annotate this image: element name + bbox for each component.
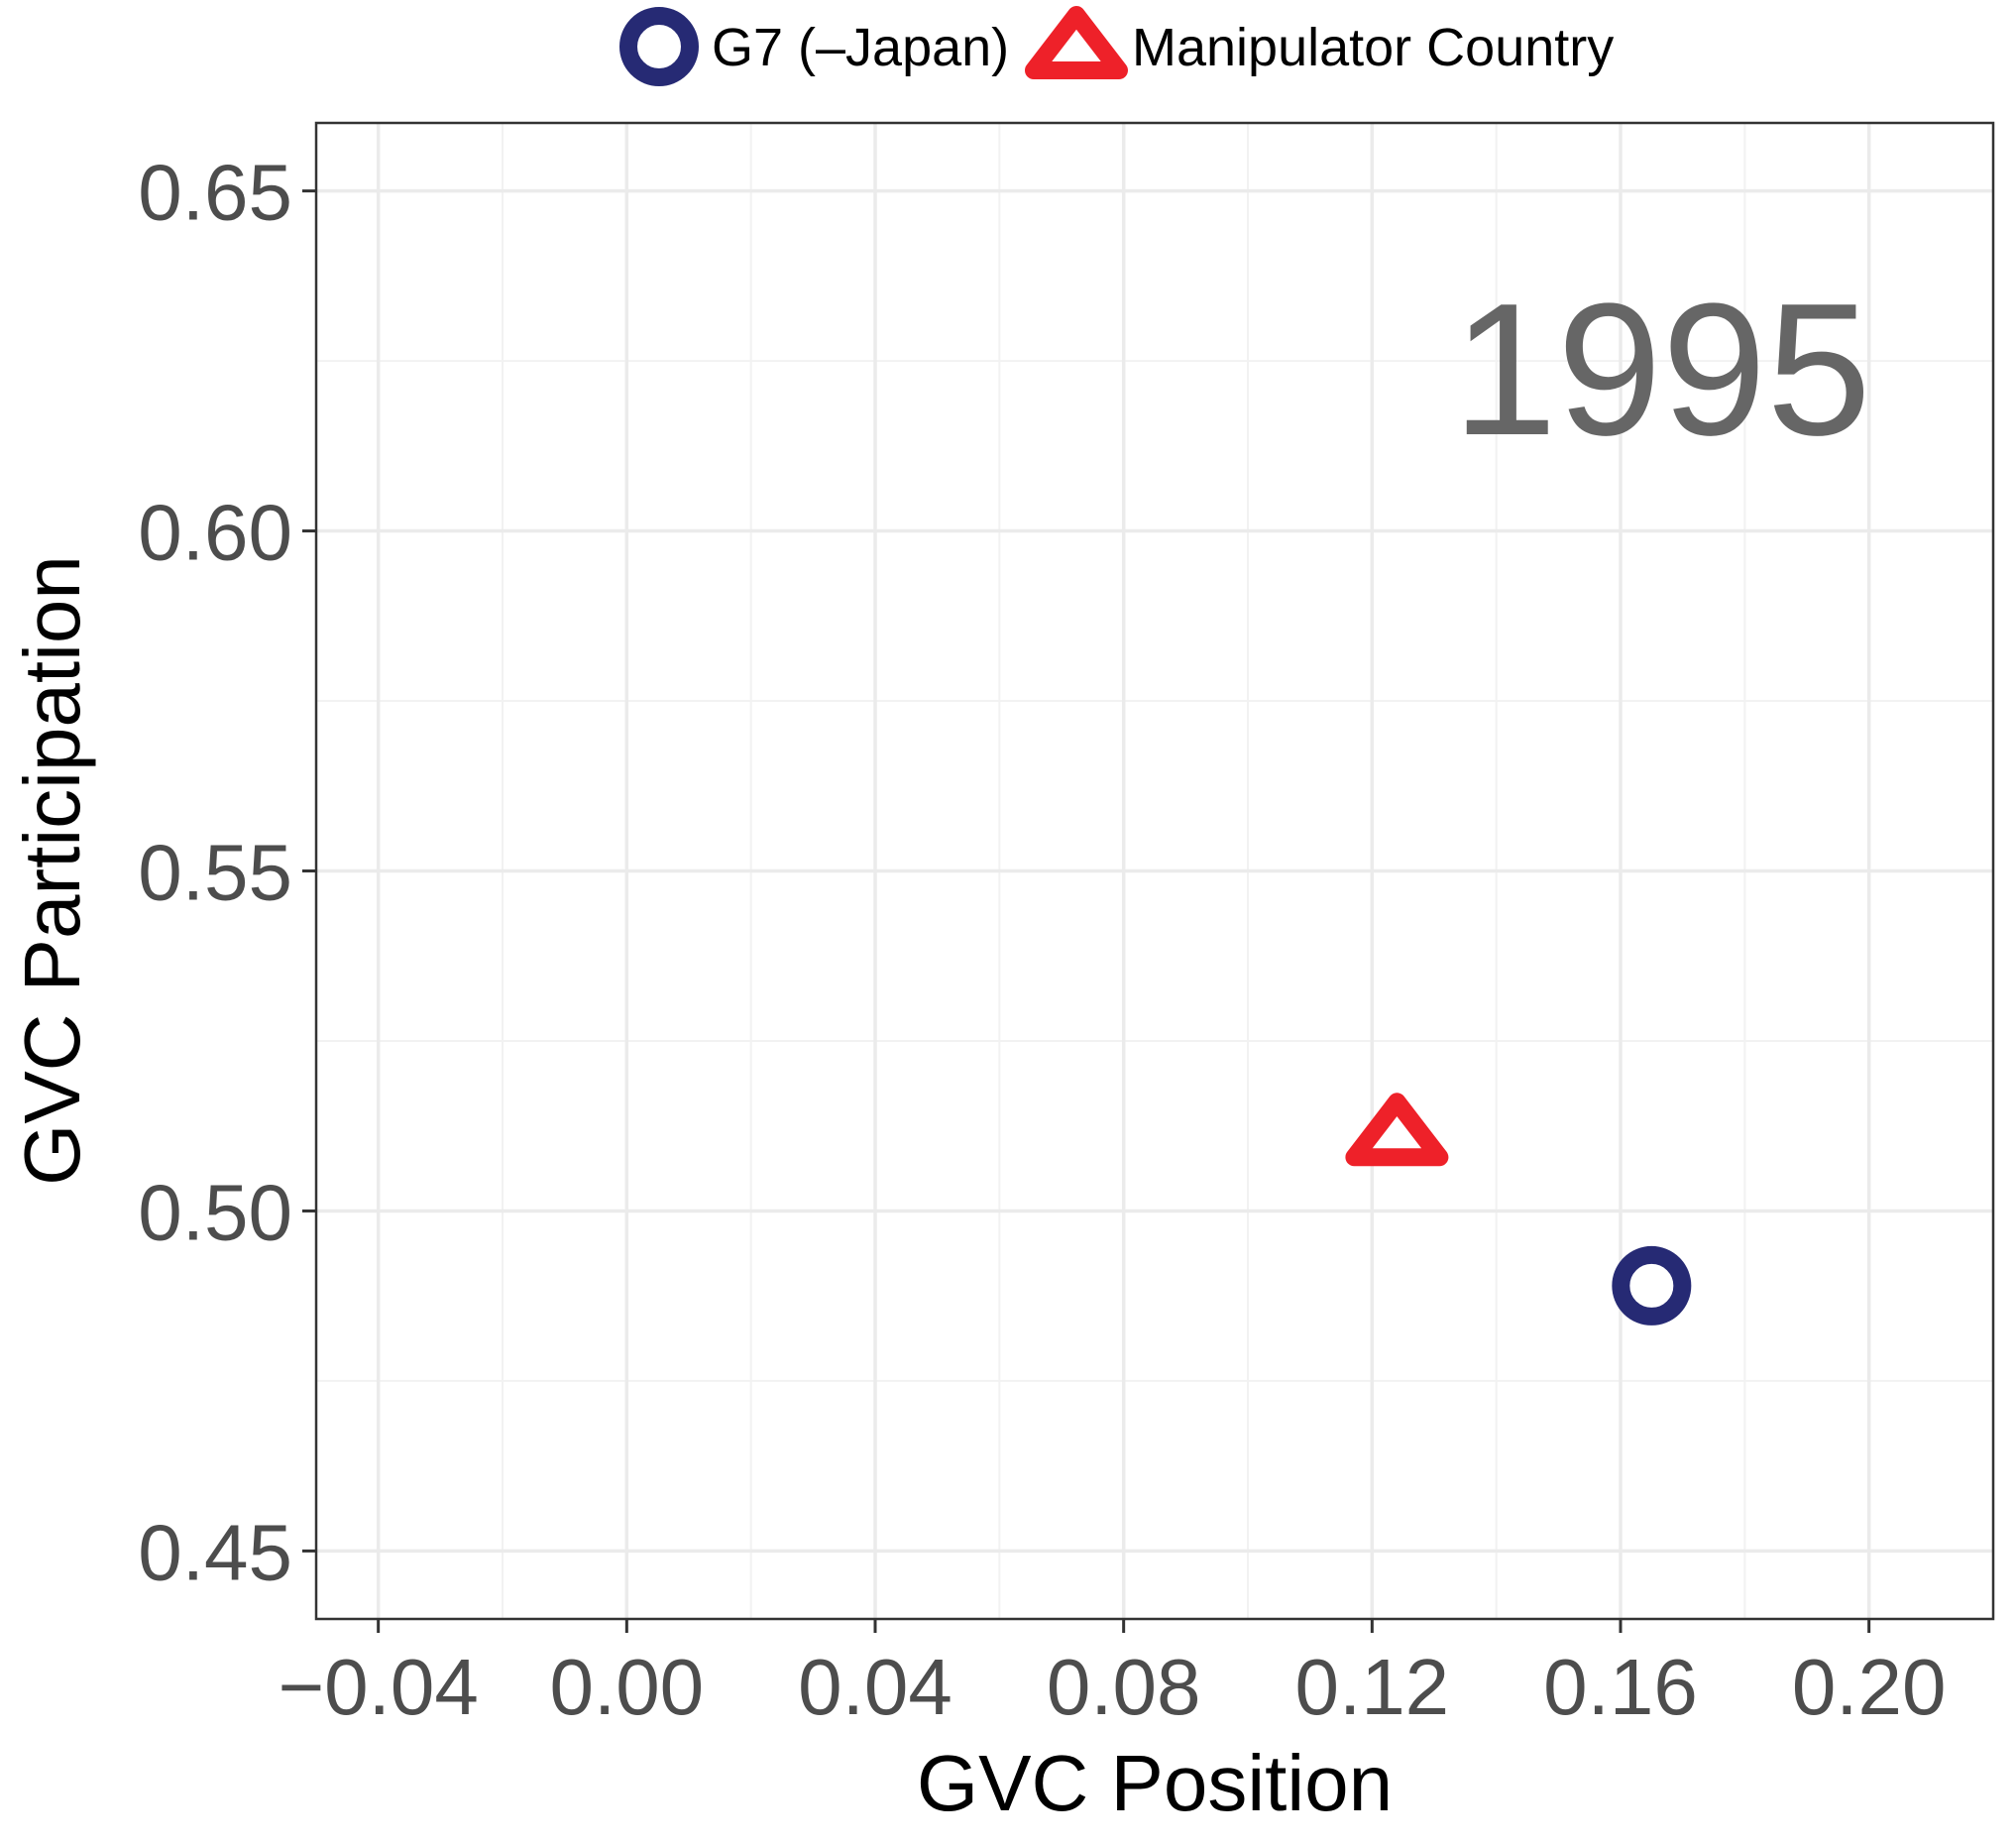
y-tick-label: 0.45 [138,1508,292,1596]
x-tick-label: 0.00 [549,1643,704,1731]
legend: G7 (–Japan) Manipulator Country [619,6,1614,86]
legend-item-g7: G7 (–Japan) [619,7,1009,86]
grid-major [316,123,1993,1619]
x-tick-label: 0.04 [798,1643,952,1731]
y-tick-label: 0.60 [138,489,292,577]
x-tick-label: 0.08 [1047,1643,1201,1731]
x-tick-label: −0.04 [278,1643,478,1731]
y-tick-label: 0.65 [138,149,292,237]
y-tick-label: 0.55 [138,829,292,917]
g7-data-point [1612,1245,1692,1326]
y-tick-label: 0.50 [138,1168,292,1256]
legend-label-manipulator: Manipulator Country [1132,18,1614,77]
y-axis: 0.45 0.50 0.55 0.60 0.65 [138,149,316,1596]
legend-item-manipulator: Manipulator Country [1025,6,1614,79]
data-points [1345,1093,1692,1326]
x-tick-label: 0.12 [1294,1643,1449,1731]
x-tick-label: 0.16 [1543,1643,1698,1731]
x-axis-title: GVC Position [917,1739,1393,1827]
manipulator-data-point [1345,1093,1449,1167]
legend-triangle-marker [1025,6,1128,79]
y-axis-title: GVC Participation [8,555,96,1186]
legend-label-g7: G7 (–Japan) [712,18,1009,77]
x-axis: −0.04 0.00 0.04 0.08 0.12 0.16 0.20 [278,1619,1947,1731]
legend-circle-marker [619,7,699,86]
year-annotation: 1995 [1452,265,1871,475]
x-tick-label: 0.20 [1792,1643,1947,1731]
